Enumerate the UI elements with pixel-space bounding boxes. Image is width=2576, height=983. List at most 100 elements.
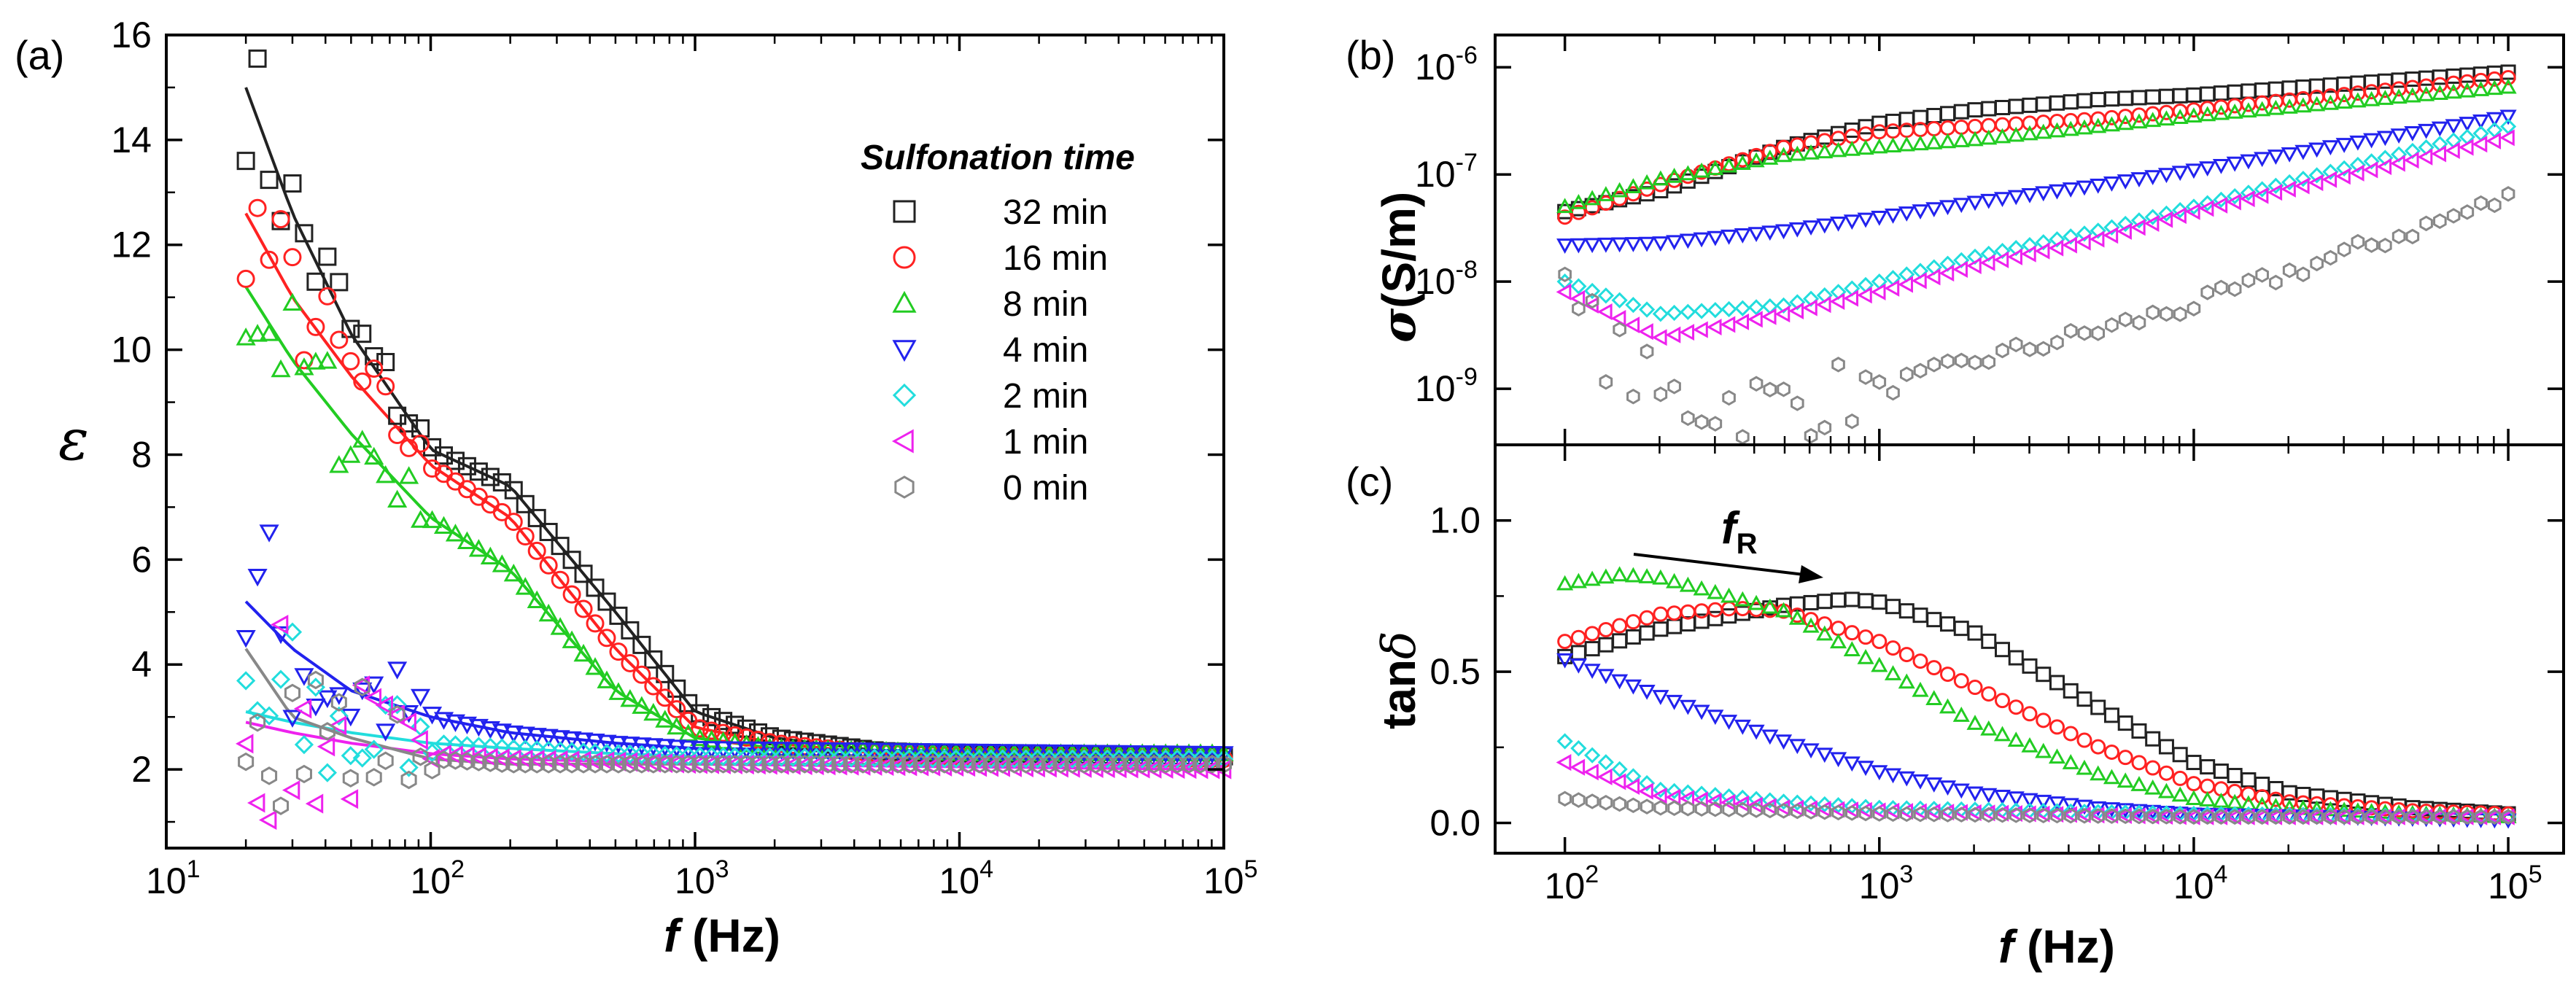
data-point: [1679, 324, 1695, 341]
data-point: [2090, 699, 2106, 715]
data-point: [608, 736, 629, 754]
data-point: [2445, 83, 2462, 99]
data-point: [516, 527, 535, 545]
data-point: [341, 445, 361, 463]
data-point: [480, 721, 500, 739]
data-point: [1761, 598, 1779, 614]
data-point: [1817, 594, 1833, 610]
data-point: [2035, 186, 2052, 202]
data-point: [2446, 208, 2461, 224]
data-point: [2321, 94, 2339, 110]
data-point: [1872, 374, 1887, 390]
data-point: [2063, 683, 2079, 699]
data-point: [2433, 809, 2447, 825]
data-point: [1804, 804, 1818, 820]
data-point: [736, 741, 757, 760]
data-point: [1557, 209, 1573, 225]
data-point: [667, 716, 687, 735]
data-point: [1097, 745, 1117, 764]
data-point: [1898, 673, 1915, 689]
data-point: [1680, 303, 1696, 320]
data-point: [1181, 755, 1198, 774]
data-point: [270, 614, 289, 635]
x-tick-label: 104: [939, 855, 994, 901]
legend-label: 32 min: [1003, 193, 1108, 232]
data-point: [2296, 809, 2311, 825]
data-point: [2336, 160, 2353, 176]
data-point: [2172, 202, 2189, 219]
data-point: [2172, 88, 2188, 104]
panel-b-label: (b): [1346, 32, 1395, 78]
x-tick-label: 105: [2488, 860, 2542, 906]
data-point: [2460, 809, 2475, 825]
data-point: [1967, 625, 1983, 641]
data-point: [2171, 166, 2189, 182]
data-point: [1665, 788, 1681, 806]
data-point: [2048, 184, 2066, 200]
x-tick-exponent: 5: [2529, 860, 2542, 888]
data-point: [1748, 147, 1764, 163]
data-point: [878, 755, 895, 774]
data-point: [446, 451, 465, 470]
data-point: [643, 702, 664, 721]
data-point: [2267, 99, 2284, 115]
x-tick-exponent: 2: [451, 855, 465, 883]
data-point: [853, 742, 873, 761]
data-point: [2117, 715, 2133, 731]
data-point: [1871, 138, 1888, 154]
data-point: [1707, 710, 1724, 726]
data-point: [2296, 266, 2311, 282]
data-point: [2214, 809, 2228, 825]
data-point: [1884, 768, 1902, 784]
data-point: [691, 755, 708, 774]
data-point: [1693, 785, 1710, 802]
data-point: [2160, 306, 2173, 322]
data-point: [714, 712, 733, 731]
data-point: [562, 585, 581, 604]
panel-a-xlabel: f (Hz): [664, 909, 780, 962]
data-point: [609, 642, 628, 661]
data-point: [959, 755, 976, 774]
data-point: [1761, 308, 1777, 325]
data-point: [1884, 279, 1900, 297]
data-point: [376, 377, 395, 396]
data-point: [726, 755, 743, 774]
data-point: [2390, 88, 2408, 104]
data-point: [1694, 801, 1709, 817]
data-point: [1791, 395, 1804, 411]
legend-marker: [891, 429, 914, 454]
data-point: [2008, 650, 2024, 666]
data-point: [398, 712, 416, 732]
data-point: [2460, 204, 2475, 220]
data-point: [1583, 664, 1601, 679]
data-point: [1912, 774, 1929, 790]
data-point: [2200, 759, 2216, 775]
data-point: [2488, 809, 2502, 825]
data-point: [258, 809, 277, 831]
data-point: [236, 629, 256, 648]
data-point: [2322, 163, 2339, 180]
data-point: [1995, 342, 2009, 359]
data-point: [1898, 603, 1914, 619]
data-point: [1558, 790, 1572, 807]
data-point: [551, 570, 570, 589]
data-point: [2253, 187, 2269, 204]
data-point: [1845, 413, 1859, 430]
data-point: [247, 793, 265, 813]
data-point: [1803, 594, 1819, 610]
data-point: [2144, 214, 2160, 232]
data-point: [2090, 739, 2106, 755]
data-point: [2173, 809, 2187, 825]
data-point: [1652, 306, 1669, 322]
data-point: [271, 359, 291, 378]
data-point: [1570, 658, 1587, 674]
data-point: [993, 747, 1012, 766]
data-point: [1638, 684, 1656, 700]
data-point: [1844, 625, 1860, 641]
data-point: [248, 198, 267, 217]
data-point: [1871, 656, 1888, 672]
data-point: [994, 755, 1011, 774]
data-point: [306, 272, 325, 291]
data-point: [1736, 801, 1750, 818]
data-point: [1871, 124, 1888, 140]
